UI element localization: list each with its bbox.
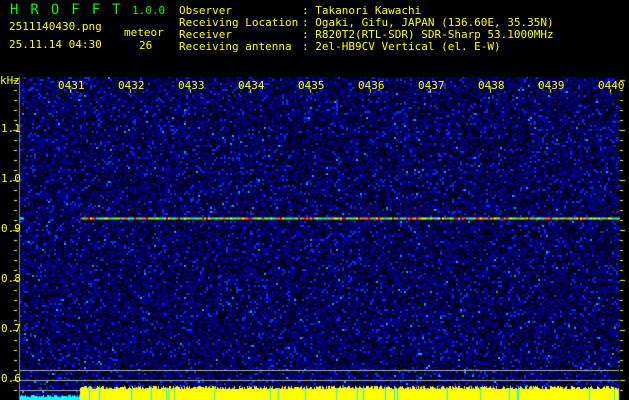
info-value: : R820T2(RTL-SDR) SDR-Sharp 53.1000MHz <box>302 28 554 41</box>
app-name: HROFFT <box>10 2 133 18</box>
time-label: 0438 <box>478 79 505 92</box>
filename: 2511140430.png <box>9 20 102 33</box>
info-label: Receiving Location <box>179 16 299 29</box>
meteor-label: meteor <box>124 26 164 39</box>
unit-label: kHz <box>0 74 20 87</box>
app-version: 1.0.0 <box>132 4 166 17</box>
freq-label: 1.1 <box>1 122 21 135</box>
info-value: : 2el-HB9CV Vertical (el. E-W) <box>302 40 501 53</box>
time-label: 0434 <box>238 79 265 92</box>
freq-label: 0.7 <box>1 322 21 335</box>
freq-label: 0.8 <box>1 272 21 285</box>
meteor-count: 26 <box>139 39 153 52</box>
info-label: Receiving antenna <box>179 40 292 53</box>
info-value: : Ogaki, Gifu, JAPAN (136.60E, 35.35N) <box>302 16 554 29</box>
time-label: 0435 <box>298 79 325 92</box>
time-label: 0436 <box>358 79 385 92</box>
freq-label: 0.6 <box>1 372 21 385</box>
info-label: Observer <box>179 4 232 17</box>
info-value: : Takanori Kawachi <box>302 4 422 17</box>
time-label: 0437 <box>418 79 445 92</box>
time-label: 0439 <box>538 79 565 92</box>
time-label: 0433 <box>178 79 205 92</box>
datetime: 25.11.14 04:30 <box>9 38 102 51</box>
time-label: 0431 <box>58 79 85 92</box>
freq-label: 0.9 <box>1 222 21 235</box>
freq-label: 1.0 <box>1 172 21 185</box>
time-label: 0440 <box>598 79 625 92</box>
time-label: 0432 <box>118 79 145 92</box>
spectrogram <box>0 77 629 400</box>
info-label: Receiver <box>179 28 232 41</box>
